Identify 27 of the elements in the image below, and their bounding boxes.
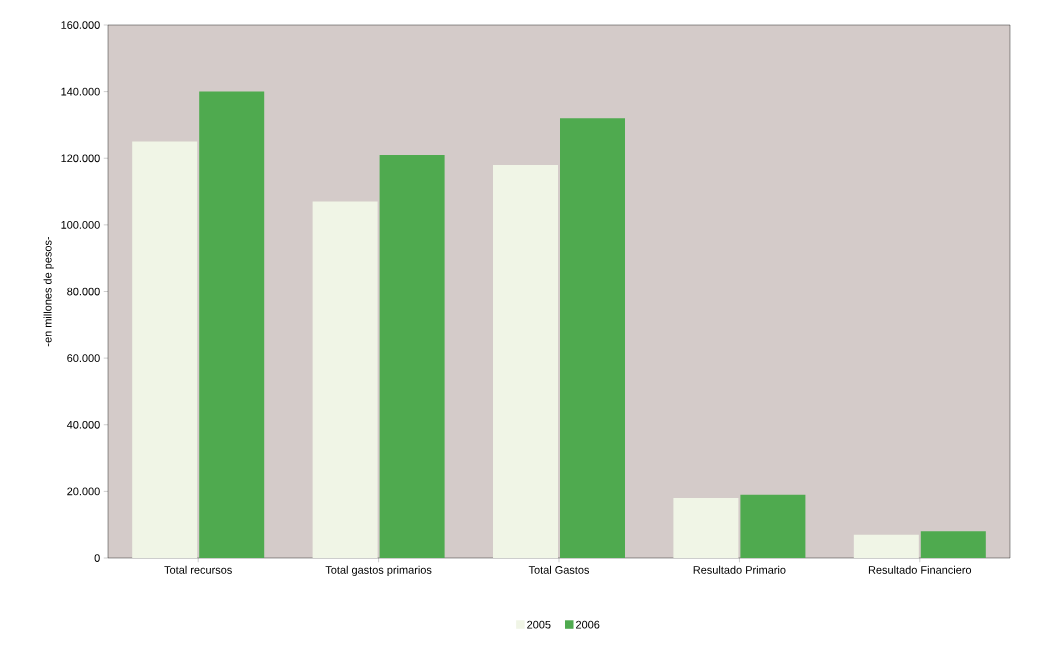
bar bbox=[920, 531, 986, 558]
x-tick-label: Total recursos bbox=[164, 565, 232, 574]
legend-label: 2006 bbox=[576, 620, 600, 629]
bar bbox=[132, 141, 198, 558]
y-tick-label: 60.000 bbox=[67, 354, 100, 362]
bar bbox=[560, 118, 625, 558]
bar bbox=[673, 498, 739, 558]
x-tick-label: Resultado Primario bbox=[693, 565, 786, 574]
bar bbox=[199, 91, 265, 558]
bar bbox=[740, 494, 806, 558]
x-tick-label: Resultado Financiero bbox=[868, 565, 972, 574]
y-tick-label: 20.000 bbox=[67, 487, 100, 496]
y-tick-label: 80.000 bbox=[67, 287, 100, 296]
bar bbox=[379, 154, 445, 558]
legend-label: 2005 bbox=[527, 620, 551, 629]
y-tick-label: 0 bbox=[94, 554, 100, 562]
y-tick-label: 160.000 bbox=[61, 21, 100, 29]
y-tick-label: 120.000 bbox=[61, 154, 100, 163]
bar bbox=[853, 534, 919, 558]
y-tick-label: 40.000 bbox=[66, 420, 100, 429]
x-tick-label: Total Gastos bbox=[528, 565, 590, 574]
bar bbox=[312, 201, 378, 558]
x-tick-label: Total gastos primarios bbox=[325, 565, 432, 576]
bar bbox=[493, 164, 559, 558]
y-tick-label: 140.000 bbox=[61, 87, 100, 96]
y-axis-title: -en millones de pesos- bbox=[43, 236, 54, 347]
y-tick-label: 100.000 bbox=[61, 221, 100, 229]
